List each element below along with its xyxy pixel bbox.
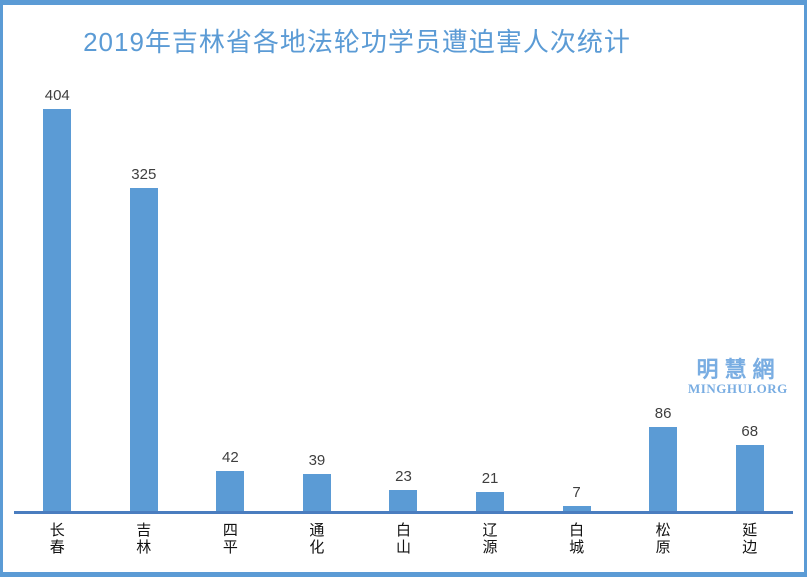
category-label: 通化 <box>309 522 325 556</box>
category-label: 白城 <box>569 522 585 556</box>
category-label: 辽源 <box>482 522 498 556</box>
bar-group-松原: 86 松原 <box>620 85 707 556</box>
minghui-logo: 明慧網 MINGHUI.ORG <box>688 358 788 396</box>
bar-value-label: 42 <box>222 449 239 466</box>
bar <box>302 474 331 513</box>
bar-group-长春: 404 长春 <box>14 85 101 556</box>
bar <box>129 188 158 513</box>
x-axis-line <box>14 511 793 514</box>
bar-value-label: 23 <box>395 468 412 485</box>
minghui-logo-url-text: MINGHUI.ORG <box>688 381 788 396</box>
bar <box>43 109 72 513</box>
bar-value-label: 86 <box>654 405 672 422</box>
category-label: 松原 <box>655 522 671 556</box>
bar-value-label: 7 <box>572 484 581 501</box>
bar-group-吉林: 325 吉林 <box>101 85 188 556</box>
bar <box>735 445 764 513</box>
bar-group-白山: 23 白山 <box>360 85 447 556</box>
bar-group-延边: 68 延边 <box>706 85 793 556</box>
category-label: 吉林 <box>136 522 152 556</box>
bar-value-label: 325 <box>131 166 157 183</box>
bar <box>649 427 678 513</box>
bar-value-label: 404 <box>44 87 70 104</box>
bar-value-label: 68 <box>741 423 759 440</box>
bar-group-四平: 42 四平 <box>187 85 274 556</box>
plot-area: 68 延边 86 松原 7 白城 21 辽源 23 白山 39 通化 42 四平 325 吉林 404 长春 <box>14 85 793 556</box>
bar-group-白城: 7 白城 <box>533 85 620 556</box>
category-label: 长春 <box>49 522 65 556</box>
category-label: 四平 <box>222 522 238 556</box>
bar <box>476 492 505 513</box>
category-label: 延边 <box>742 522 758 556</box>
minghui-logo-cjk-text: 明慧網 <box>696 357 781 382</box>
bar <box>562 506 591 513</box>
bar-group-辽源: 21 辽源 <box>447 85 534 556</box>
bar-group-通化: 39 通化 <box>274 85 361 556</box>
category-label: 白山 <box>395 522 411 556</box>
bar <box>389 490 418 513</box>
bar-value-label: 21 <box>481 470 499 487</box>
bar-value-label: 39 <box>308 452 326 469</box>
chart-title: 2019年吉林省各地法轮功学员遭迫害人次统计 <box>83 27 631 57</box>
bar <box>216 471 245 513</box>
